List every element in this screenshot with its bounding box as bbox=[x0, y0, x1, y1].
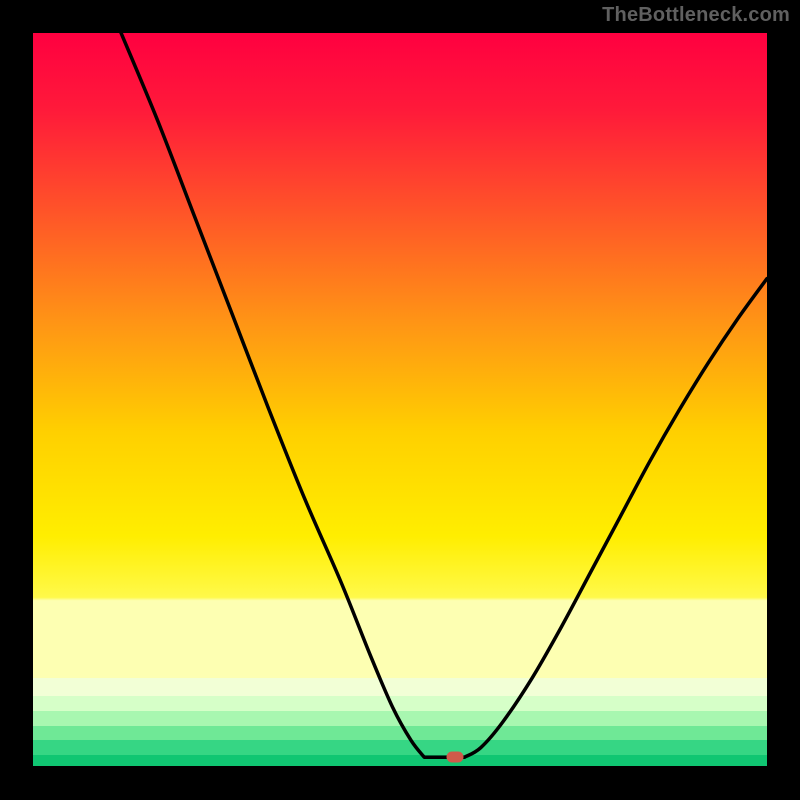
watermark-text: TheBottleneck.com bbox=[602, 4, 790, 27]
optimal-point-marker bbox=[447, 752, 464, 763]
plot-area bbox=[33, 33, 767, 766]
chart-stage: TheBottleneck.com bbox=[0, 0, 800, 800]
bottleneck-curve bbox=[33, 33, 767, 766]
curve-path bbox=[121, 33, 767, 757]
